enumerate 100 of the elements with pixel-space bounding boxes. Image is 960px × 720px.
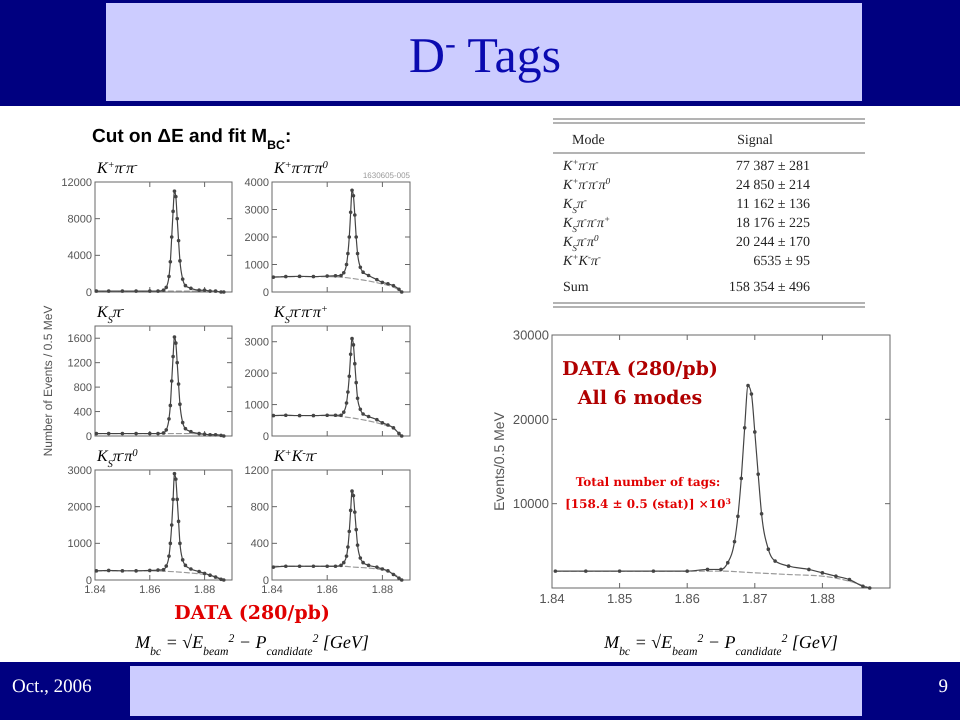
point: [356, 543, 360, 547]
x-tick-label: 1.87: [742, 591, 768, 606]
point: [339, 564, 343, 568]
y-tick-label: 12000: [61, 176, 92, 189]
point: [773, 559, 777, 563]
point: [94, 432, 98, 436]
point: [168, 404, 172, 408]
point: [342, 410, 346, 414]
y-tick-label: 1000: [244, 259, 269, 272]
point: [400, 434, 404, 438]
point: [358, 265, 362, 270]
point: [120, 289, 124, 293]
point: [214, 289, 218, 293]
point: [164, 286, 168, 290]
point: [350, 336, 354, 340]
point: [180, 558, 184, 562]
point: [386, 282, 390, 286]
y-tick-label: 0: [86, 286, 92, 299]
point: [732, 540, 736, 544]
y-tick-label: 0: [262, 430, 269, 443]
point: [848, 578, 852, 582]
chart-title: K$^{+}$π$^{-}$π$^{-}$: [96, 160, 138, 177]
point: [358, 407, 362, 412]
point: [353, 510, 357, 514]
point: [120, 569, 124, 573]
point: [174, 194, 178, 198]
text: Oct., 2006: [12, 676, 92, 697]
y-tick-label: 10000: [512, 496, 549, 512]
point: [742, 426, 746, 430]
y-tick-label: 3000: [244, 204, 269, 216]
point: [346, 545, 350, 549]
chart-title: K$_{S}$π$^{-}$π$^{-}$π$^{+}$: [273, 304, 328, 326]
point: [344, 262, 348, 266]
point: [312, 274, 316, 278]
text: Mode: [572, 133, 605, 148]
y-tick-label: 800: [250, 502, 269, 514]
point: [375, 565, 379, 569]
point: [861, 584, 865, 588]
point: [189, 286, 193, 290]
point: [347, 235, 352, 239]
point: [168, 260, 172, 264]
text: 1630605-005: [362, 171, 411, 180]
annotation: Total number of tags:: [576, 475, 720, 489]
chart-title: K$^{+}$π$^{-}$π$^{-}$π$^{0}$: [273, 160, 329, 177]
point: [272, 275, 276, 279]
text: 20 244 ± 170: [736, 235, 810, 250]
point: [222, 578, 226, 582]
y-tick-label: 800: [74, 382, 92, 394]
point: [354, 235, 358, 239]
point: [178, 542, 182, 546]
point: [339, 274, 343, 278]
chart-title: K$_{S}$π$^{-}$: [96, 304, 125, 326]
point: [397, 287, 401, 292]
point: [350, 489, 354, 493]
point: [202, 572, 206, 576]
y-tick-label: 1000: [68, 538, 92, 550]
point: [380, 280, 384, 284]
point: [706, 568, 710, 572]
point: [167, 274, 171, 278]
point: [176, 238, 180, 242]
text: K$_{S}$π$^{-}$: [562, 195, 587, 215]
point: [726, 560, 730, 564]
point: [174, 341, 178, 345]
text: 9: [938, 676, 948, 697]
point: [325, 413, 329, 418]
point: [167, 417, 171, 421]
point: [380, 567, 384, 571]
point: [106, 289, 110, 293]
text: D$^{-}$ Tags: [408, 26, 562, 83]
point: [346, 252, 350, 256]
point: [397, 576, 401, 580]
point: [208, 432, 212, 437]
point: [736, 514, 740, 518]
text: DATA (280/pb): [174, 602, 330, 624]
point: [375, 418, 379, 422]
point: [685, 569, 689, 573]
y-axis-title: Number of Events / 0.5 MeV: [41, 306, 55, 456]
point: [386, 423, 390, 427]
point: [178, 259, 182, 263]
point: [652, 569, 656, 573]
point: [170, 235, 174, 239]
y-tick-label: 400: [250, 538, 269, 550]
point: [171, 210, 175, 214]
point: [353, 362, 357, 366]
point: [554, 569, 558, 573]
point: [197, 432, 201, 436]
point: [356, 396, 360, 400]
point: [756, 472, 760, 476]
point: [400, 578, 404, 582]
text: Cut on ΔE and fit M$_{BC}$:: [92, 126, 292, 152]
point: [348, 352, 352, 356]
point: [120, 432, 124, 436]
point: [94, 289, 98, 293]
y-tick-label: 8000: [68, 214, 92, 226]
point: [366, 274, 370, 278]
text: 11 162 ± 136: [736, 197, 810, 212]
point: [392, 284, 396, 288]
chart-title: K$^{+}$K$^{-}$π$^{-}$: [273, 448, 318, 465]
point: [171, 354, 175, 358]
point: [358, 556, 362, 560]
